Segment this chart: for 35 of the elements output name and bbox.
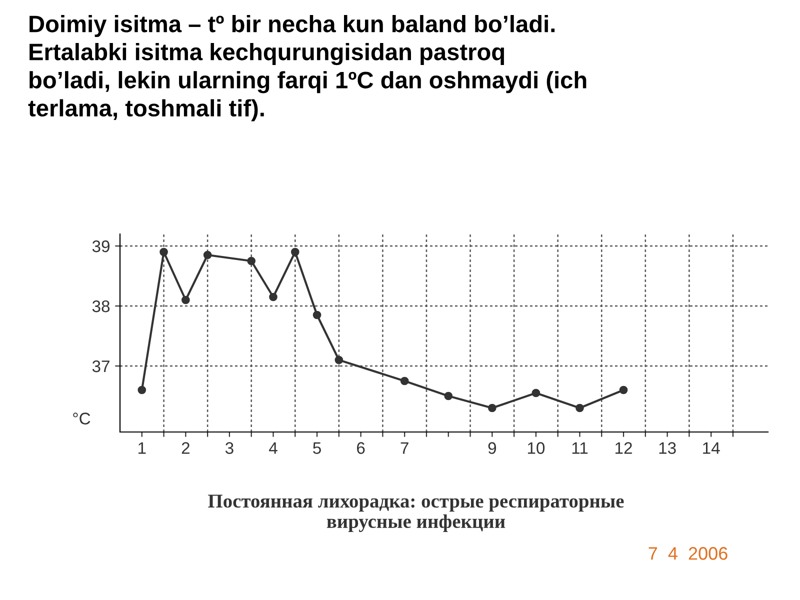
x-tick-label: 12 xyxy=(616,442,632,454)
point xyxy=(488,404,496,412)
chart-title: Doimiy isitma – tº bir necha kun baland bo’ladi. Ertalabki isitma kechqurungisidan pastroq bo’ladi, lekin ularning farqi 1ºC dan oshmaydi (ich terlama, toshmali tif). xyxy=(28,15,586,122)
y-tick-label: 37 xyxy=(92,360,110,372)
x-tick-label: 11 xyxy=(572,442,588,454)
x-tick-label: 1 xyxy=(138,442,146,454)
x-tick-label: 5 xyxy=(313,442,321,454)
x-tick-label: 3 xyxy=(225,442,234,454)
x-tick-label: 10 xyxy=(528,442,545,454)
point xyxy=(269,292,278,302)
point xyxy=(182,296,190,304)
point xyxy=(138,386,146,394)
point xyxy=(160,248,168,256)
point xyxy=(576,404,584,412)
point xyxy=(334,356,344,364)
point xyxy=(203,250,212,260)
x-tick-label: 13 xyxy=(659,442,676,454)
x-tick-label: 4 xyxy=(268,442,278,454)
x-tick-label: 2 xyxy=(182,442,190,454)
point xyxy=(312,310,322,320)
point xyxy=(444,392,453,400)
point xyxy=(247,256,256,266)
y-tick-label: 38 xyxy=(92,300,110,312)
point xyxy=(290,248,300,256)
x-tick-label: 6 xyxy=(357,442,365,454)
point xyxy=(400,376,409,386)
x-tick-label: 14 xyxy=(703,442,720,454)
text: 7 4 2006 xyxy=(648,547,728,560)
point xyxy=(532,388,540,398)
y-axis-title: °C xyxy=(73,412,90,424)
y-tick-label: 39 xyxy=(92,240,110,252)
point xyxy=(619,386,628,394)
x-tick-label: 7 xyxy=(400,442,408,454)
x-tick-label: 9 xyxy=(488,442,496,454)
text: Постоянная лихорадка: острые респираторные вирусные инфекции xyxy=(208,494,624,532)
